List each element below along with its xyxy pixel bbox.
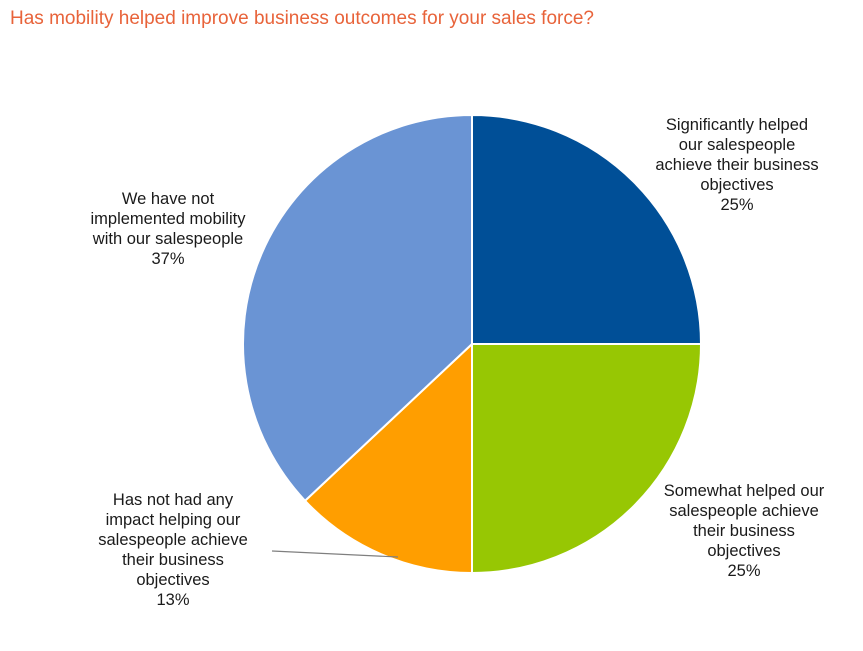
slice-label-line: Somewhat helped our bbox=[664, 482, 825, 500]
pie-slice-not-implemented bbox=[242, 113, 473, 503]
slice-value-label: 13% bbox=[156, 591, 189, 609]
leader-line-no-impact bbox=[271, 550, 399, 558]
slice-value-label: 37% bbox=[151, 250, 184, 268]
slice-label-line: impact helping our bbox=[106, 511, 241, 529]
slice-label-somewhat-helped: Somewhat helped our salespeople achieve th… bbox=[664, 482, 825, 580]
slice-label-line: their business bbox=[693, 522, 795, 540]
slice-label-line: salespeople achieve bbox=[669, 502, 819, 520]
slice-label-line: Significantly helped bbox=[666, 116, 808, 134]
slice-label-line: our salespeople bbox=[679, 136, 796, 154]
slice-label-line: their business bbox=[122, 551, 224, 569]
chart-title: Has mobility helped improve business out… bbox=[10, 8, 594, 29]
slice-label-line: objectives bbox=[700, 176, 773, 194]
slice-label-line: We have not bbox=[122, 190, 215, 208]
slice-label-significantly-helped: Significantly helped our salespeople achie… bbox=[655, 116, 818, 214]
slice-value-label: 25% bbox=[727, 562, 760, 580]
slice-label-line: implemented mobility bbox=[91, 210, 247, 228]
pie-slice-somewhat-helped bbox=[471, 343, 703, 575]
pie-slice-no-impact bbox=[303, 341, 473, 575]
slice-label-line: Has not had any bbox=[113, 491, 234, 509]
slice-label-no-impact: Has not had any impact helping our salespe… bbox=[98, 491, 248, 609]
pie-slice-significantly-helped bbox=[471, 113, 703, 345]
slice-label-not-implemented: We have not implemented mobility with our … bbox=[91, 190, 247, 268]
slice-value-label: 25% bbox=[720, 196, 753, 214]
slice-label-line: objectives bbox=[707, 542, 780, 560]
slice-label-line: achieve their business bbox=[655, 156, 818, 174]
slice-label-line: objectives bbox=[136, 571, 209, 589]
slice-label-line: salespeople achieve bbox=[98, 531, 248, 549]
slice-label-line: with our salespeople bbox=[92, 230, 243, 248]
